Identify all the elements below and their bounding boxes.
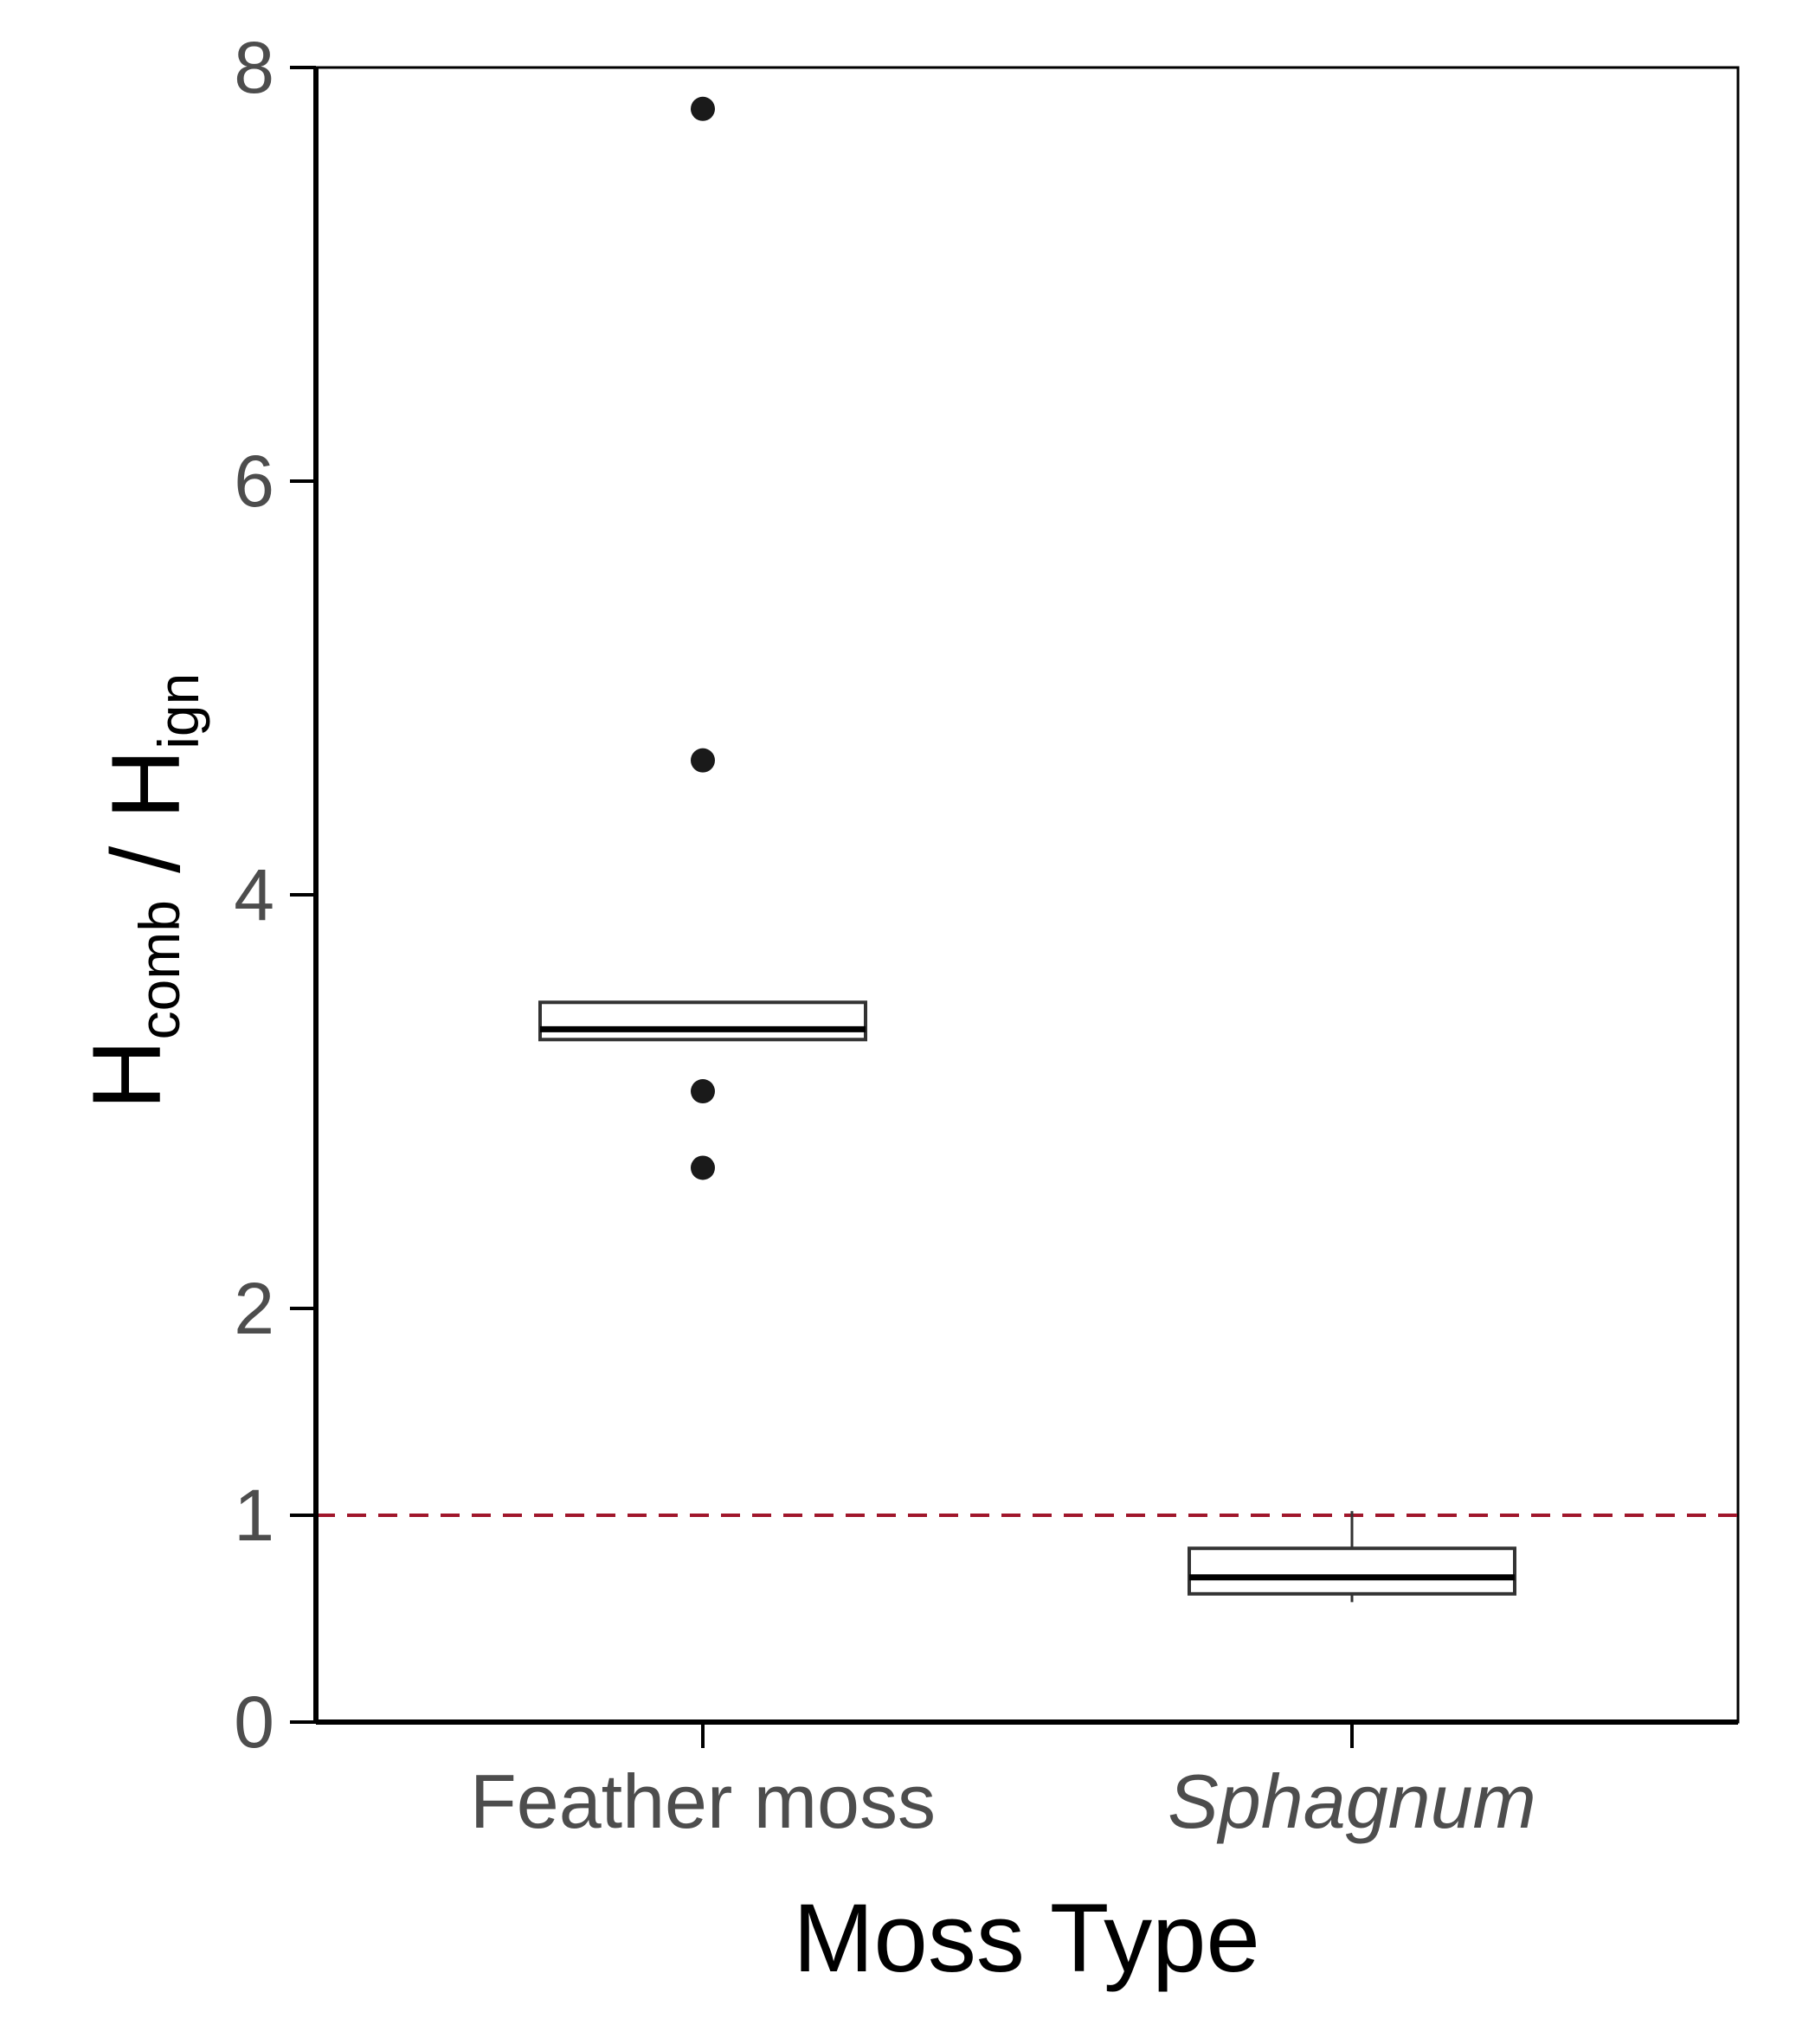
y-axis-title-subscript: comb [127, 900, 191, 1039]
y-axis-title-part: / [92, 820, 200, 900]
y-axis-title-part: H [92, 749, 200, 820]
outlier-point [691, 1155, 715, 1180]
box-body [1188, 1546, 1516, 1596]
outlier-point [691, 1079, 715, 1104]
y-tick-label: 2 [234, 1268, 274, 1349]
x-category-label: Sphagnum [1168, 1758, 1536, 1844]
x-axis-title: Moss Type [793, 1884, 1260, 1992]
box-body [538, 1000, 867, 1042]
outlier-point [691, 748, 715, 773]
box-1 [1188, 1511, 1516, 1603]
y-tick-label: 1 [234, 1475, 274, 1556]
y-tick-label: 0 [234, 1681, 274, 1763]
axes [290, 66, 1738, 1748]
y-tick-label: 4 [234, 854, 274, 935]
panel-border [314, 66, 1740, 1724]
y-axis-title-part: H [73, 1039, 181, 1109]
y-tick-label: 8 [234, 27, 274, 108]
y-tick-label: 6 [234, 440, 274, 522]
y-axis-title-subscript: ign [146, 673, 210, 749]
labels: 0 1 2 4 6 8 Feather moss Sphagnum Moss Type Hcomb… [73, 27, 1536, 1992]
box-0 [538, 96, 867, 1180]
y-axis-title: Hcomb / Hign [73, 673, 210, 1110]
plot-area [314, 66, 1740, 1724]
x-category-label: Feather moss [470, 1758, 936, 1844]
outlier-point [691, 96, 715, 121]
